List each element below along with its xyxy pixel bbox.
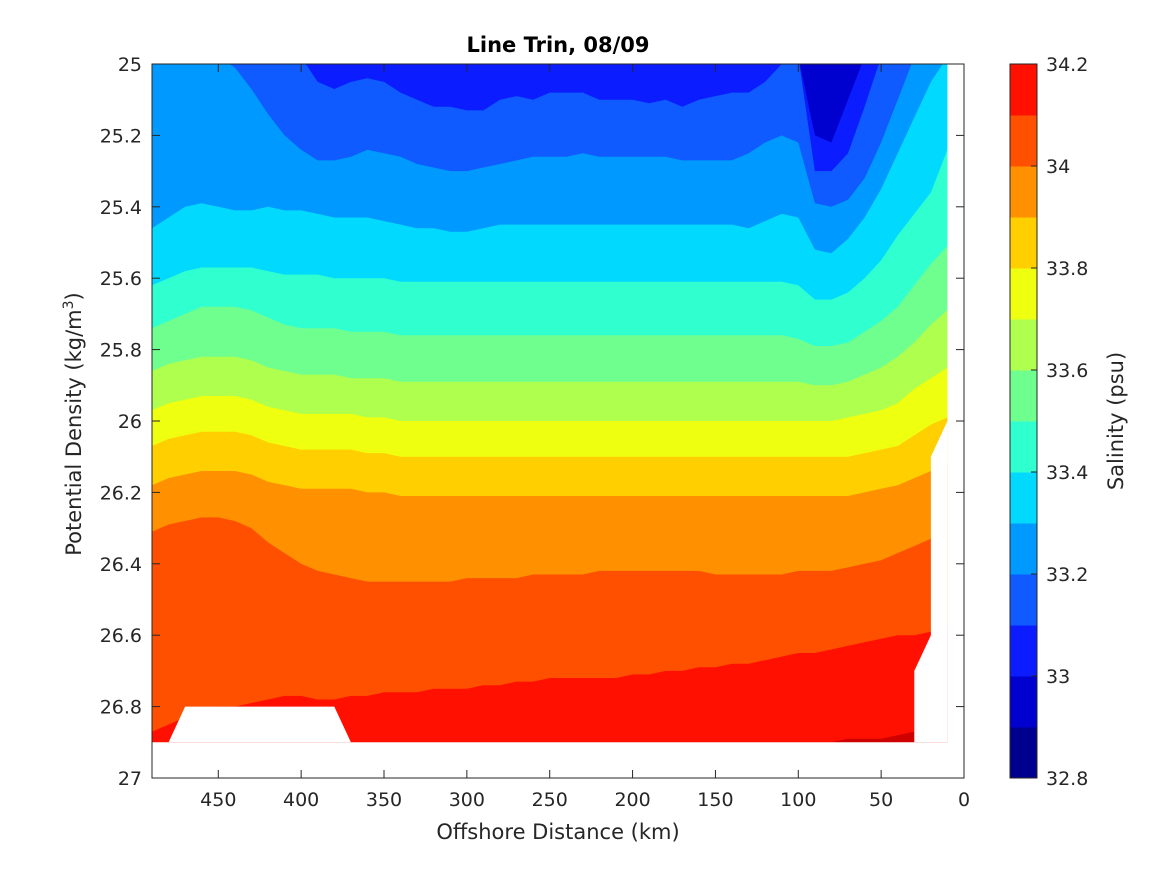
- y-tick-label: 27: [118, 768, 142, 790]
- x-tick-label: 0: [958, 789, 970, 811]
- colorbar-band: [1010, 472, 1037, 524]
- colorbar-tick-label: 34: [1046, 156, 1070, 178]
- colorbar-band: [1010, 625, 1037, 677]
- y-axis: 25 25.2 25.4 25.6 25.8 26 26.2 26.4 26.6 26.8 27: [100, 54, 964, 790]
- colorbar-band: [1010, 217, 1037, 269]
- y-axis-label-superscript: 3: [61, 300, 77, 309]
- colorbar-tick-label: 33: [1046, 666, 1070, 688]
- y-tick-label: 25.8: [100, 340, 142, 362]
- colorbar: 34.2 34 33.8 33.6 33.4 33.2 33 32.8: [1009, 54, 1088, 790]
- colorbar-band: [1010, 115, 1037, 167]
- x-tick-label: 150: [697, 789, 733, 811]
- y-tick-label: 25: [118, 54, 142, 76]
- chart-title: Line Trin, 08/09: [466, 33, 649, 57]
- mask-region-0: [152, 742, 964, 778]
- y-axis-label-close: ): [62, 292, 86, 300]
- y-axis-label-main: Potential Density (kg/m: [62, 309, 86, 555]
- colorbar-band: [1010, 574, 1037, 626]
- x-tick-label: 200: [614, 789, 650, 811]
- x-tick-label: 400: [283, 789, 319, 811]
- x-tick-label: 50: [869, 789, 893, 811]
- colorbar-band: [1010, 727, 1037, 779]
- colorbar-frame: [1009, 63, 1038, 779]
- colorbar-tick-label: 32.8: [1046, 768, 1088, 790]
- colorbar-tick-label: 33.2: [1046, 564, 1088, 586]
- colorbar-bands: [1010, 64, 1037, 779]
- x-tick-label: 300: [449, 789, 485, 811]
- y-tick-label: 26.6: [100, 625, 142, 647]
- colorbar-tick-label: 33.4: [1046, 462, 1088, 484]
- x-axis: 450 400 350 300 250 200 150 100 50 0: [200, 64, 970, 811]
- salinity-contour-bands: [152, 64, 964, 778]
- mask-region-2: [914, 421, 948, 778]
- y-tick-label: 26.8: [100, 697, 142, 719]
- y-axis-label: Potential Density (kg/m3): [61, 292, 86, 556]
- mask-region-1: [152, 706, 351, 743]
- colorbar-band: [1010, 268, 1037, 320]
- colorbar-band: [1010, 64, 1037, 116]
- contour-plot-area: [152, 64, 964, 778]
- x-tick-label: 350: [366, 789, 402, 811]
- x-tick-label: 450: [200, 789, 236, 811]
- y-tick-label: 25.4: [100, 197, 142, 219]
- colorbar-tick-label: 34.2: [1046, 54, 1088, 76]
- colorbar-band: [1010, 523, 1037, 575]
- x-tick-label: 100: [780, 789, 816, 811]
- x-axis-label: Offshore Distance (km): [436, 820, 679, 844]
- y-tick-label: 25.2: [100, 125, 142, 147]
- no-data-mask: [152, 64, 964, 778]
- y-tick-label: 26: [118, 411, 142, 433]
- colorbar-ticks: 34.2 34 33.8 33.6 33.4 33.2 33 32.8: [1031, 54, 1088, 790]
- colorbar-band: [1010, 676, 1037, 728]
- y-tick-label: 25.6: [100, 268, 142, 290]
- contour-band-34-1: [152, 628, 964, 778]
- colorbar-tick-label: 33.6: [1046, 360, 1088, 382]
- mask-region-edge: [947, 64, 964, 778]
- colorbar-band: [1010, 319, 1037, 371]
- colorbar-label: Salinity (psu): [1104, 352, 1128, 490]
- colorbar-band: [1010, 421, 1037, 473]
- colorbar-band: [1010, 370, 1037, 422]
- y-tick-label: 26.2: [100, 482, 142, 504]
- x-tick-label: 250: [532, 789, 568, 811]
- colorbar-tick-label: 33.8: [1046, 258, 1088, 280]
- y-tick-label: 26.4: [100, 554, 142, 576]
- colorbar-band: [1010, 166, 1037, 218]
